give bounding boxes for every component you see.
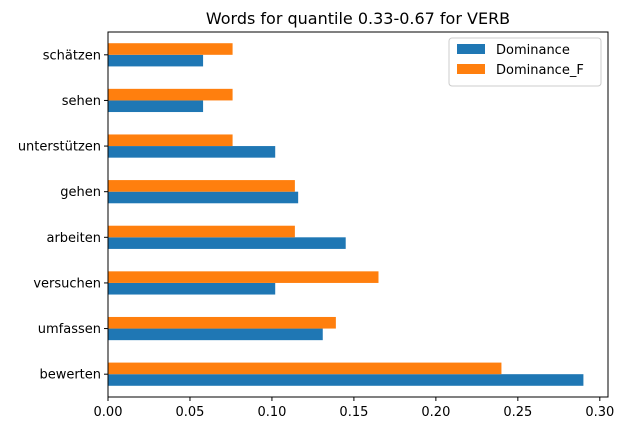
bar-dominance-gehen: [108, 191, 299, 204]
bar-dominance-f-gehen: [108, 180, 295, 192]
bar-dominance-sehen: [108, 100, 204, 113]
x-tick-label: 0.30: [585, 405, 614, 420]
bar-dominance-f-schatzen: [108, 43, 233, 55]
bar-dominance-f-bewerten: [108, 362, 502, 375]
bar-dominance-f-arbeiten: [108, 225, 295, 238]
x-tick-label: 0.20: [421, 405, 450, 420]
bar-dominance-f-umfassen: [108, 316, 336, 329]
y-tick-label-sehen: sehen: [62, 94, 101, 109]
bar-dominance-bewerten: [108, 374, 584, 386]
legend: Dominance Dominance_F: [448, 37, 602, 87]
legend-swatch-dominance: [457, 44, 485, 54]
bar-dominance-f-versuchen: [108, 271, 379, 283]
legend-box: [448, 37, 602, 87]
bar-dominance-versuchen: [108, 282, 276, 295]
y-tick-label-bewerten: bewerten: [39, 368, 101, 383]
y-tick-label-gehen: gehen: [60, 185, 101, 200]
legend-label-dominance: Dominance: [496, 43, 570, 58]
legend-label-dominance-f: Dominance_F: [496, 63, 584, 78]
y-tick-label-schatzen: schätzen: [43, 48, 101, 63]
y-tick-label-umfassen: umfassen: [38, 322, 101, 337]
x-tick-label: 0.15: [339, 405, 368, 420]
plot-frame: [107, 31, 609, 398]
bar-dominance-unterstutzen: [108, 146, 276, 158]
bar-dominance-f-sehen: [108, 88, 233, 101]
x-tick-label: 0.05: [175, 405, 204, 420]
y-tick-label-unterstutzen: unterstützen: [18, 140, 101, 155]
bar-dominance-f-unterstutzen: [108, 134, 233, 147]
bar-dominance-schatzen: [108, 54, 204, 67]
y-tick-label-versuchen: versuchen: [33, 276, 101, 291]
y-tick-label-arbeiten: arbeiten: [46, 231, 101, 246]
chart-title: Words for quantile 0.33-0.67 for VERB: [206, 9, 510, 28]
bar-dominance-umfassen: [108, 328, 323, 341]
bar-dominance-arbeiten: [108, 237, 346, 249]
x-tick-label: 0.25: [503, 405, 532, 420]
x-tick-label: 0.00: [94, 405, 123, 420]
legend-swatch-dominance-f: [457, 64, 485, 74]
x-tick-label: 0.10: [257, 405, 286, 420]
